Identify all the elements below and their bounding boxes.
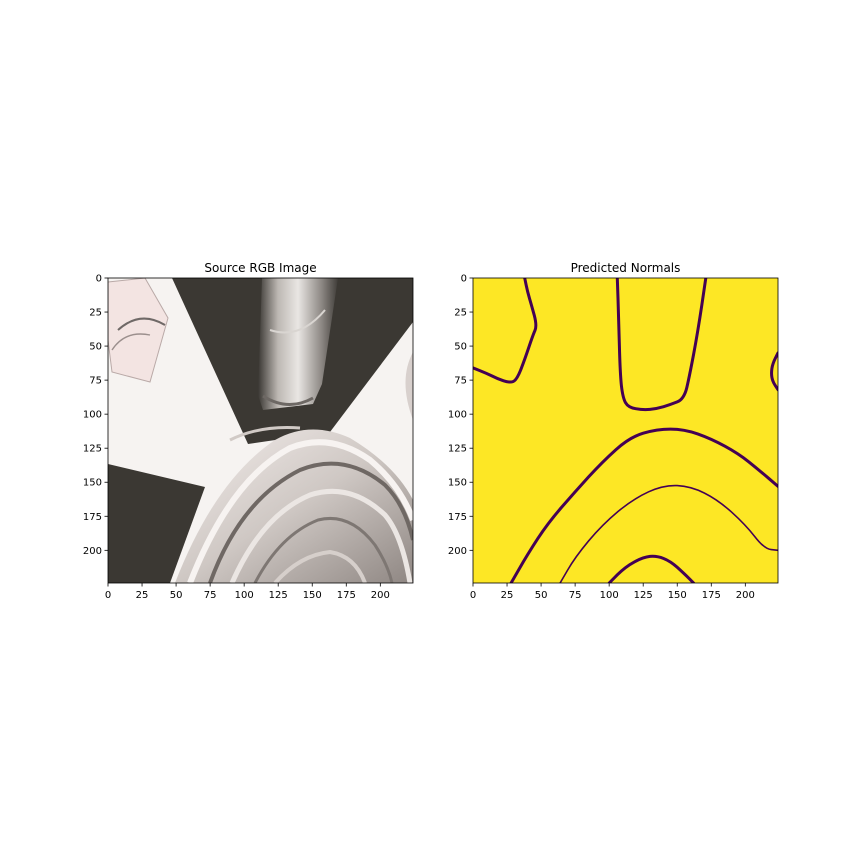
source-rgb-image	[108, 278, 413, 583]
x-tick-label: 25	[136, 590, 149, 601]
x-tick-label: 100	[235, 590, 254, 601]
x-tick-label: 125	[634, 590, 653, 601]
normals-heatmap	[473, 278, 778, 583]
x-tick-label: 75	[569, 590, 582, 601]
contour-line-0	[473, 278, 538, 384]
y-tick-label: 75	[454, 376, 467, 387]
y-tick-label: 0	[461, 274, 467, 285]
axes-frame-left	[107, 277, 414, 584]
ticks-left: 0 25 50 75 100 125 150 175 200 0 25 50 75 100 125 150 17…	[83, 274, 390, 602]
contour-lines	[473, 278, 778, 583]
x-tick-label: 150	[303, 590, 322, 601]
y-tick-label: 75	[89, 376, 102, 387]
ticks-right: 0 25 50 75 100 125 150 175 200 0 25 50 75 100 125 150 17…	[448, 274, 755, 602]
x-tick-label: 150	[668, 590, 687, 601]
chart-title-left: Source RGB Image	[204, 261, 316, 275]
x-tick-label: 0	[470, 590, 476, 601]
y-tick-label: 125	[83, 444, 102, 455]
y-tick-label: 200	[448, 546, 467, 557]
y-tick-label: 25	[89, 308, 102, 319]
x-tick-label: 25	[501, 590, 514, 601]
y-tick-label: 150	[448, 478, 467, 489]
y-tick-label: 100	[83, 410, 102, 421]
contour-line-4	[559, 484, 778, 583]
x-tick-label: 175	[702, 590, 721, 601]
x-tick-label: 50	[535, 590, 548, 601]
x-tick-label: 200	[736, 590, 755, 601]
y-tick-label: 200	[83, 546, 102, 557]
contour-line-5	[607, 554, 696, 583]
axes-frame-right	[472, 277, 779, 584]
y-tick-label: 100	[448, 410, 467, 421]
axes-left: 0 25 50 75 100 125 150 175 200 0 25 50 75 100 125 150 17…	[83, 261, 414, 602]
heatmap-background	[473, 278, 778, 583]
y-tick-label: 125	[448, 444, 467, 455]
contour-line-1	[615, 278, 708, 412]
contour-line-3	[509, 427, 778, 583]
x-tick-label: 100	[600, 590, 619, 601]
y-tick-label: 25	[454, 308, 467, 319]
axes-right: 0 25 50 75 100 125 150 175 200 0 25 50 75 100 125 150 17…	[448, 261, 779, 602]
contour-line-2	[770, 351, 778, 392]
x-tick-label: 125	[269, 590, 288, 601]
y-tick-label: 175	[83, 512, 102, 523]
y-tick-label: 175	[448, 512, 467, 523]
x-tick-label: 50	[170, 590, 183, 601]
y-tick-label: 0	[96, 274, 102, 285]
x-tick-label: 175	[337, 590, 356, 601]
y-tick-label: 50	[89, 342, 102, 353]
y-tick-label: 50	[454, 342, 467, 353]
x-tick-label: 75	[204, 590, 217, 601]
x-tick-label: 0	[105, 590, 111, 601]
x-tick-label: 200	[371, 590, 390, 601]
y-tick-label: 150	[83, 478, 102, 489]
chart-title-right: Predicted Normals	[571, 261, 681, 275]
